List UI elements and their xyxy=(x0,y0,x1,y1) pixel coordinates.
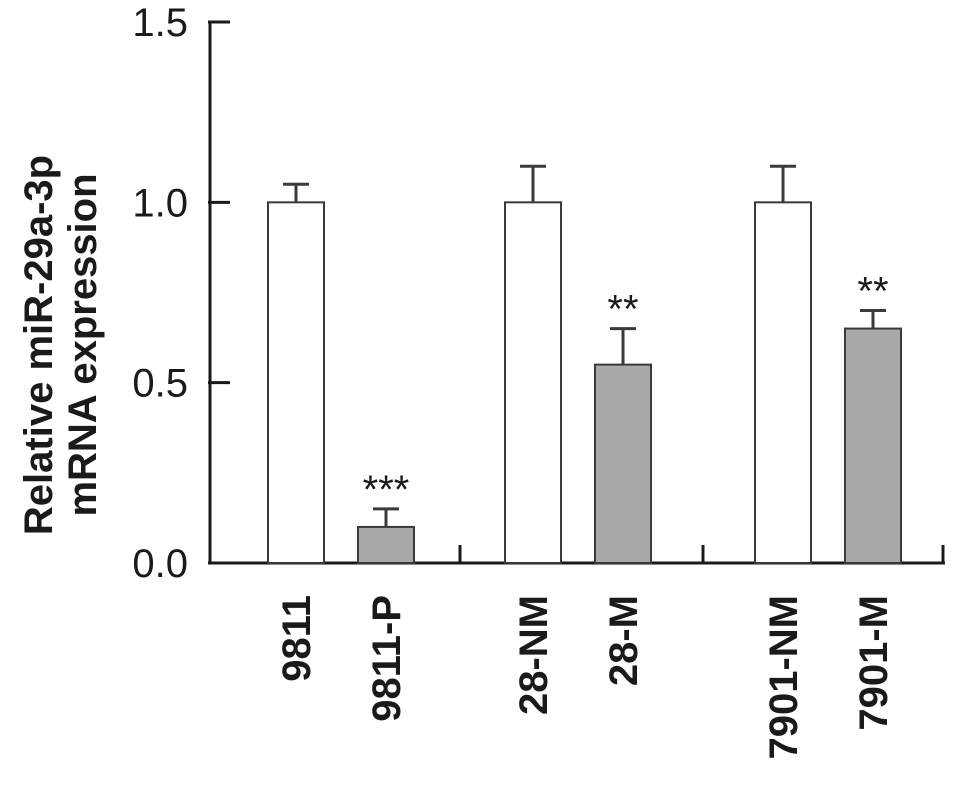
category-label: 7901-M xyxy=(852,595,896,731)
category-label: 28-NM xyxy=(512,595,556,715)
x-axis xyxy=(210,545,945,565)
y-tick-label: 0.0 xyxy=(132,542,188,586)
bar-7901-nm xyxy=(754,201,812,564)
y-axis-title-line-1: Relative miR-29a-3p xyxy=(17,155,61,535)
bar-7901-m xyxy=(844,327,902,565)
y-tick-label: 1.0 xyxy=(132,181,188,225)
y-tick-label: 1.5 xyxy=(132,1,188,45)
significance-label: ** xyxy=(607,288,638,332)
category-label: 9811-P xyxy=(365,595,409,722)
category-labels: 9811 9811-P 28-NM 28-M 7901-NM 7901-M xyxy=(275,595,896,760)
bars: ***** ** xyxy=(267,164,902,565)
y-axis-title-line-2: mRNA expression xyxy=(61,173,105,516)
bar-9811 xyxy=(267,201,325,564)
significance-label: ** xyxy=(857,270,888,314)
y-axis: 0.0 0.5 1.0 1.5 xyxy=(132,1,230,586)
y-tick-label: 0.5 xyxy=(132,362,188,406)
bar-9811-p xyxy=(357,525,415,565)
category-label: 28-M xyxy=(602,595,646,686)
category-label: 7901-NM xyxy=(762,595,806,760)
significance-label: *** xyxy=(363,468,410,512)
y-axis-title: Relative miR-29a-3p mRNA expression xyxy=(17,155,105,535)
category-label: 9811 xyxy=(275,595,319,682)
bar-28-m xyxy=(594,363,652,564)
bar-28-nm xyxy=(504,201,562,564)
